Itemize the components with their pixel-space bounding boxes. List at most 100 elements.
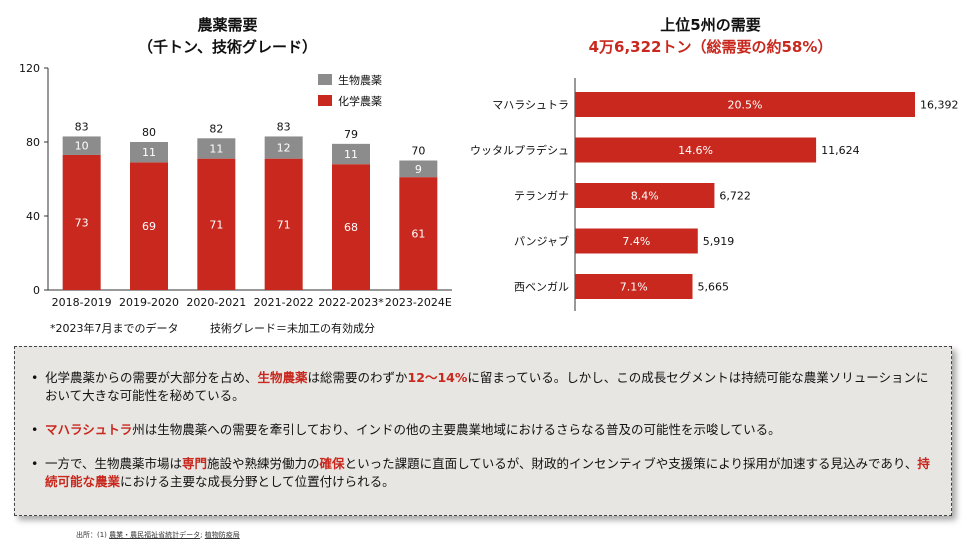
bars: 73 10 83 2018-2019 69 11 80 2019-2020 71 11 82 2020…: [52, 120, 452, 309]
bar-chemical: [197, 158, 236, 290]
legend-label-chemical: 化学農薬: [338, 94, 382, 108]
source-link-2[interactable]: 植物防疫局: [204, 531, 240, 539]
percent-label: 20.5%: [728, 99, 763, 112]
data-label-chemical: 73: [75, 216, 89, 229]
data-label-biological: 9: [415, 163, 422, 176]
bar-biological: [264, 136, 303, 159]
x-tick-label: 2022-2023*: [318, 296, 384, 309]
percent-label: 8.4%: [631, 190, 659, 203]
bar-biological: [332, 143, 370, 165]
text-segment: は総需要のわずか: [307, 370, 408, 385]
data-label-total: 70: [411, 145, 425, 158]
bar-state: [575, 137, 817, 163]
bullet-text: 化学農薬からの需要が大部分を占め、生物農薬は総需要のわずか12〜14%に留まって…: [45, 369, 935, 405]
stacked-bar-chart: 0 40 80 120 73 10 83 2018-2019 69 11 80 2019-2020 7…: [19, 62, 452, 309]
bar-biological: [197, 138, 236, 159]
legend-swatch-biological: [318, 74, 332, 85]
data-label-biological: 11: [344, 148, 358, 161]
data-label-biological: 12: [277, 142, 291, 155]
category-label: マハラシュトラ: [492, 99, 569, 112]
y-tick-label: 80: [26, 136, 40, 149]
highlight-text: マハラシュトラ: [45, 422, 133, 437]
text-segment: 化学農薬からの需要が大部分を占め、: [45, 370, 258, 385]
data-label-total: 83: [75, 120, 89, 133]
bar-chemical: [399, 177, 438, 290]
data-label-chemical: 68: [344, 221, 358, 234]
summary-bullet-2: • マハラシュトラ州は生物農薬への需要を牽引しており、インドの他の主要農業地域に…: [31, 421, 935, 439]
percent-label: 7.1%: [620, 281, 648, 294]
highlight-text: 専門: [182, 456, 208, 471]
bullet-dot: •: [31, 456, 39, 471]
value-label: 6,722: [719, 190, 751, 203]
percent-label: 7.4%: [622, 235, 650, 248]
category-label: パンジャブ: [514, 234, 569, 248]
source-separator: ;: [200, 531, 205, 539]
value-label: 16,392: [920, 99, 959, 112]
right-chart-title: 上位5州の需要: [660, 16, 761, 34]
x-tick-label: 2021-2022: [254, 296, 314, 309]
bar-chemical: [130, 162, 168, 290]
bar-biological: [399, 160, 438, 178]
footnote-technical-grade: 技術グレード＝未加工の有効成分: [210, 322, 375, 335]
source-link[interactable]: 農業・農民福祉省統計データ: [109, 531, 201, 539]
source-prefix: 出所：(1): [76, 531, 110, 539]
bar-chemical: [62, 154, 101, 290]
summary-bullet-3: • 一方で、生物農薬市場は専門施設や熟練労働力の確保といった課題に直面しているが…: [31, 455, 935, 491]
data-label-total: 79: [344, 128, 358, 141]
horizontal-bar-chart: マハラシュトラ 20.5% 16,392 ウッタルプラデシュ 14.6% 11,624 テラ…: [470, 78, 959, 311]
category-label: ウッタルプラデシュ: [470, 143, 569, 157]
summary-box: • 化学農薬からの需要が大部分を占め、生物農薬は総需要のわずか12〜14%に留ま…: [14, 346, 952, 516]
bar-biological: [130, 142, 168, 163]
bar-state: [575, 274, 693, 299]
y-axis: 0 40 80 120: [19, 62, 452, 297]
bullet-text: 一方で、生物農薬市場は専門施設や熟練労働力の確保といった課題に直面しているが、財…: [45, 455, 935, 491]
highlight-text: 生物農薬: [257, 370, 308, 385]
bars: マハラシュトラ 20.5% 16,392 ウッタルプラデシュ 14.6% 11,624 テラ…: [470, 78, 959, 311]
data-label-total: 82: [209, 122, 223, 135]
y-tick-label: 0: [33, 284, 40, 297]
x-tick-label: 2023-2024E: [385, 296, 452, 309]
legend-label-biological: 生物農薬: [338, 73, 382, 87]
summary-bullet-1: • 化学農薬からの需要が大部分を占め、生物農薬は総需要のわずか12〜14%に留ま…: [31, 369, 935, 405]
highlight-text: 確保: [319, 456, 345, 471]
y-tick-label: 120: [19, 62, 40, 75]
right-chart-subtitle: 4万6,322トン（総需要の約58%）: [588, 38, 833, 56]
data-label-chemical: 69: [142, 220, 156, 233]
text-segment: といった課題に直面しているが、財政的インセンティブや支援策により採用が加速する見…: [344, 456, 918, 471]
left-chart-subtitle: （千トン、技術グレード）: [137, 38, 318, 56]
data-label-total: 83: [277, 120, 291, 133]
data-label-chemical: 71: [277, 218, 291, 231]
category-label: テランガナ: [514, 190, 569, 203]
highlight-text: 12〜14%: [407, 370, 468, 385]
bullet-dot: •: [31, 422, 39, 437]
bar-state: [575, 228, 698, 254]
percent-label: 14.6%: [678, 144, 713, 157]
x-tick-label: 2018-2019: [52, 296, 112, 309]
text-segment: 州は生物農薬への需要を牽引しており、インドの他の主要農業地域におけるさらなる普及…: [132, 422, 781, 437]
footnote-data-period: *2023年7月までのデータ: [50, 322, 179, 335]
data-label-chemical: 71: [209, 218, 223, 231]
bar-chemical: [264, 158, 303, 290]
x-tick-label: 2019-2020: [119, 296, 179, 309]
data-label-biological: 10: [75, 140, 89, 153]
bullet-text: マハラシュトラ州は生物農薬への需要を牽引しており、インドの他の主要農業地域におけ…: [45, 421, 935, 439]
data-label-biological: 11: [209, 142, 223, 155]
bar-chemical: [332, 164, 370, 290]
value-label: 5,665: [698, 281, 730, 294]
category-label: 西ベンガル: [514, 281, 569, 294]
x-tick-label: 2020-2021: [186, 296, 246, 309]
y-tick-label: 40: [26, 210, 40, 223]
source-note: 出所：(1) 農業・農民福祉省統計データ; 植物防疫局: [76, 530, 240, 540]
data-label-biological: 11: [142, 146, 156, 159]
value-label: 5,919: [703, 235, 735, 248]
left-chart-title: 農薬需要: [197, 16, 258, 34]
text-segment: に留まっている。しかし、この成長セグメントは持続可能な農業ソリューションにおいて…: [45, 370, 929, 403]
text-segment: 一方で、生物農薬市場は: [45, 456, 183, 471]
text-segment: 施設や熟練労働力の: [207, 456, 320, 471]
bullet-dot: •: [31, 370, 39, 385]
bar-state: [575, 183, 715, 208]
legend-swatch-chemical: [318, 95, 332, 106]
highlight-text: 持続可能な農業: [45, 456, 930, 489]
bar-state: [575, 92, 915, 117]
